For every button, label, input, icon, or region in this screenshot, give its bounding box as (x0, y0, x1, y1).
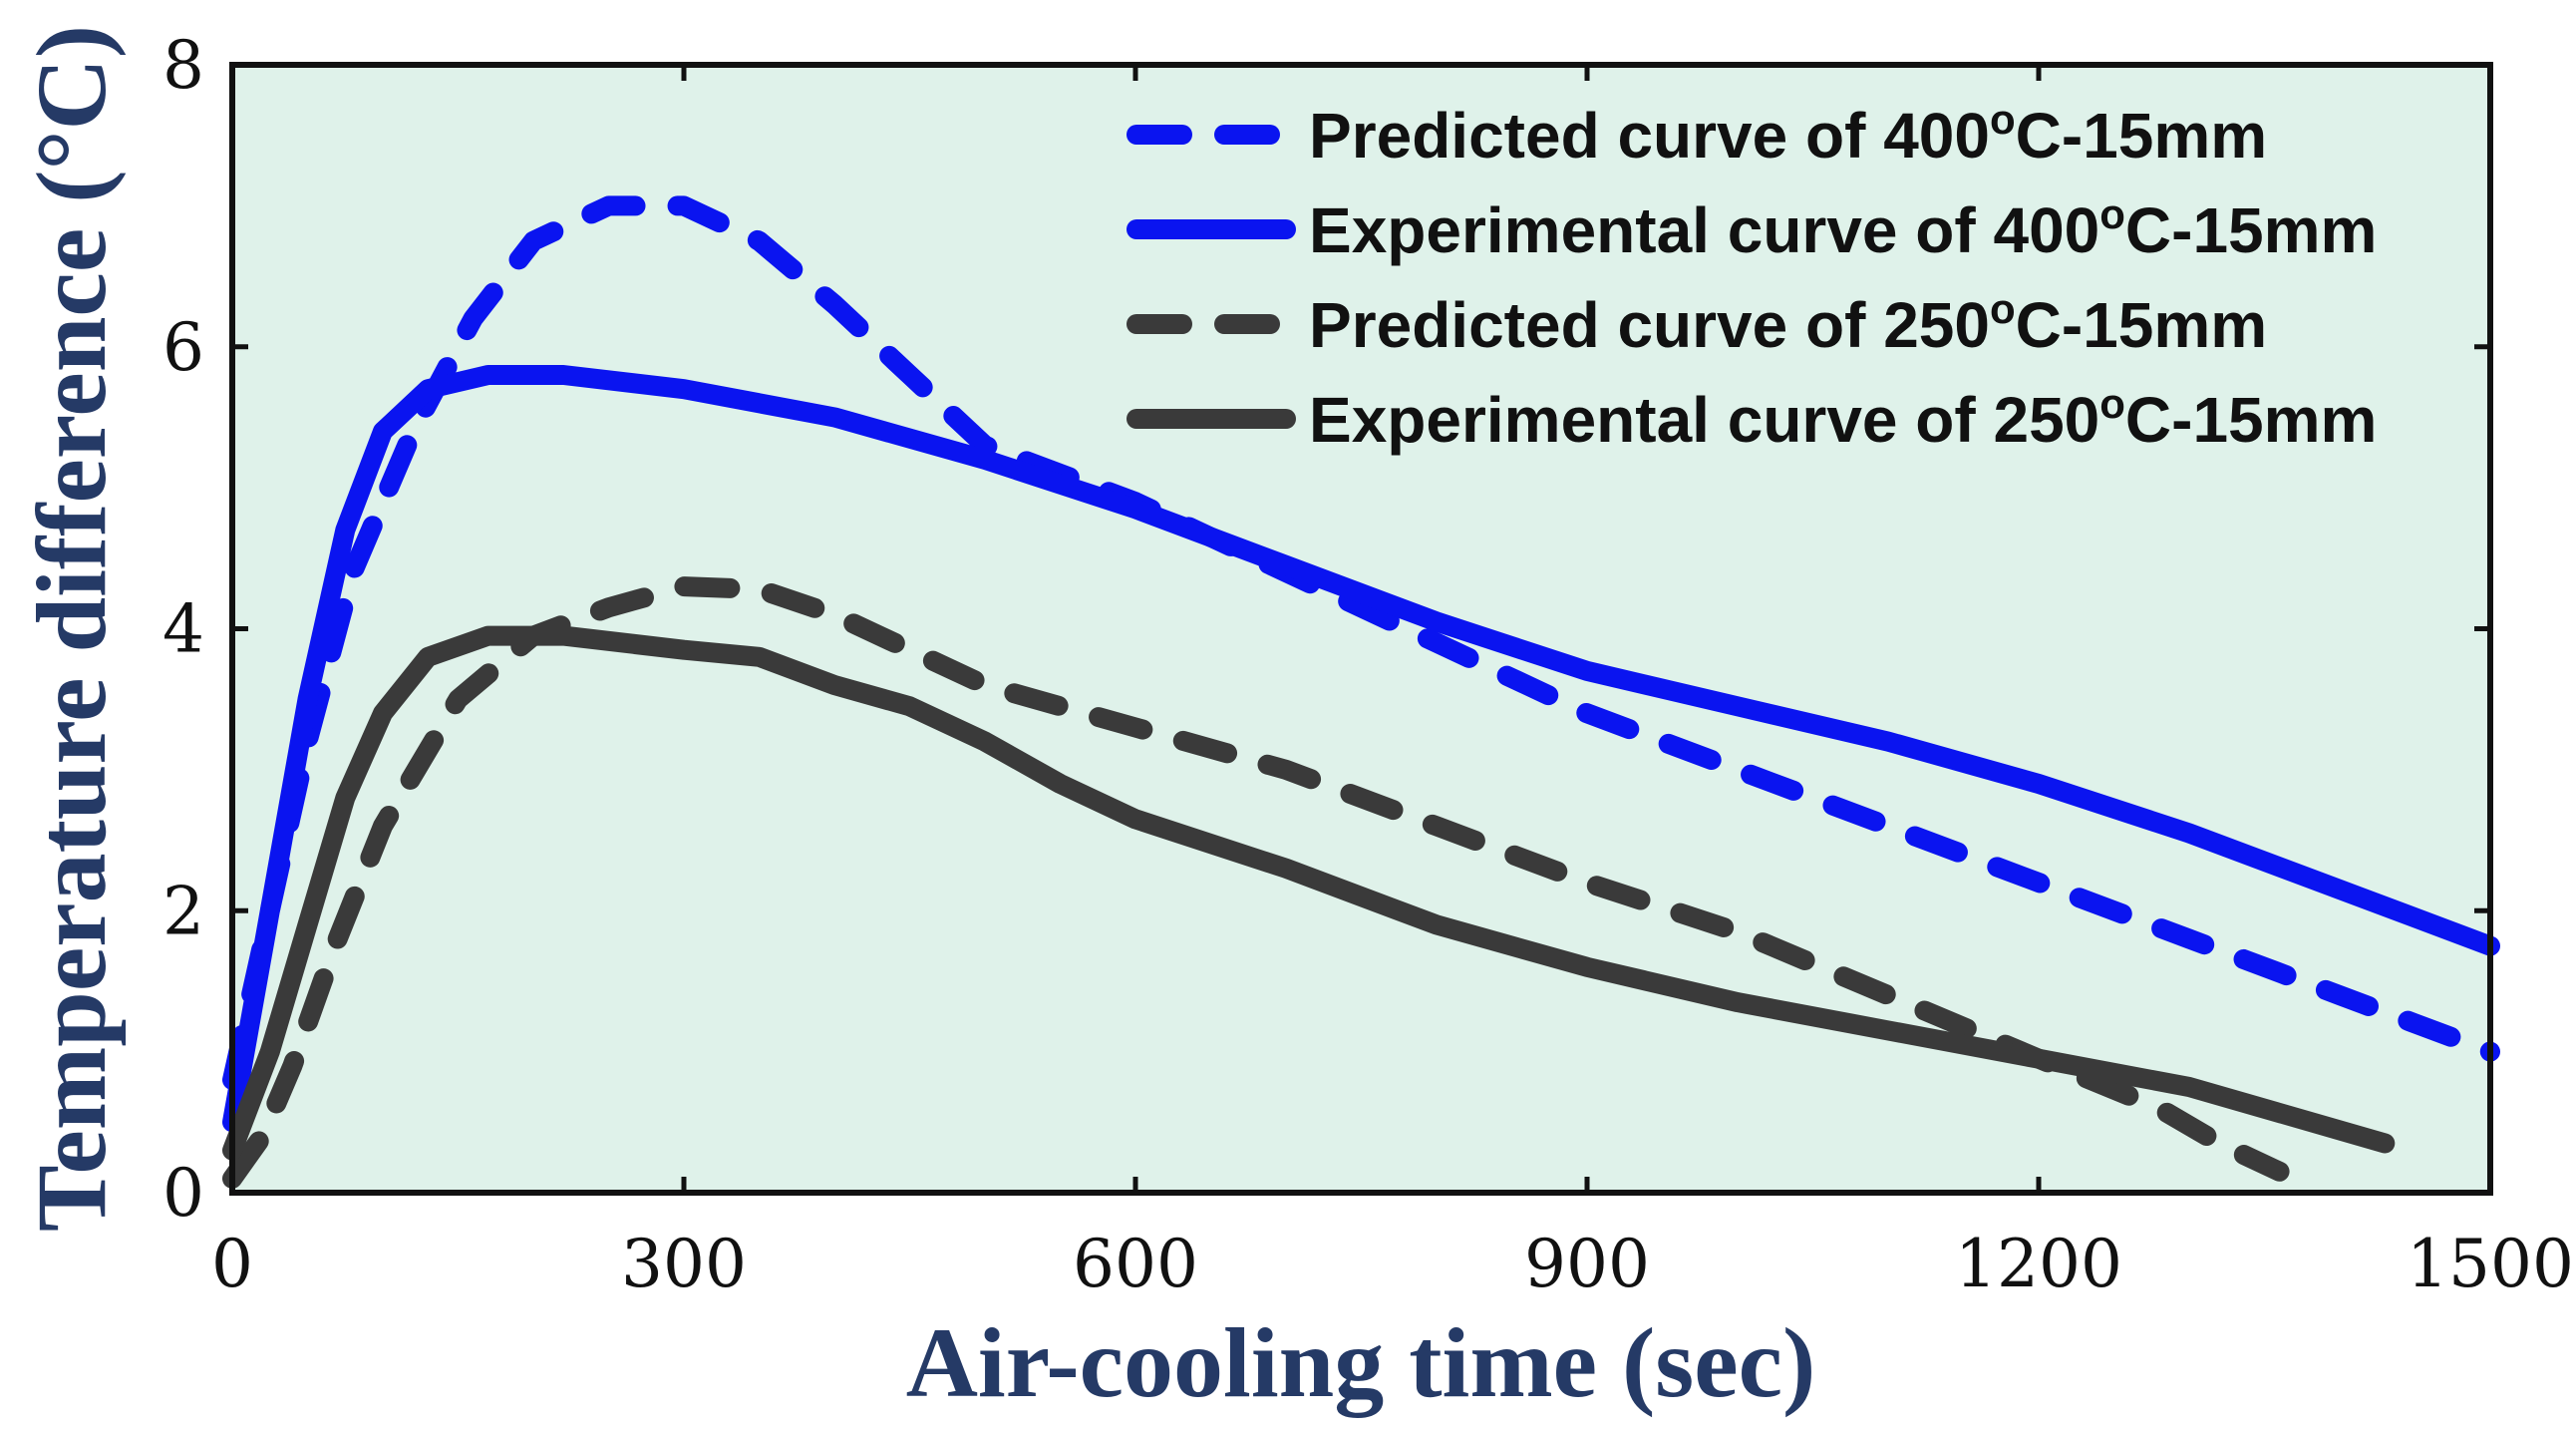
series-line-2 (222, 365, 2500, 1133)
x-tick-label: 1500 (2407, 1226, 2574, 1302)
legend-label-1: Predicted curve of 400oC-15mm (1309, 96, 2267, 172)
y-axis-title: Temperature difference (°C) (16, 25, 127, 1232)
x-axis-title: Air-cooling time (sec) (906, 1307, 1816, 1418)
legend-label-3: Predicted curve of 250oC-15mm (1309, 285, 2267, 361)
y-tick-label: 4 (162, 591, 204, 668)
y-tick-label: 2 (162, 873, 204, 949)
series-line-4 (222, 625, 2396, 1161)
y-tick-label: 8 (162, 27, 204, 104)
series-layer (222, 195, 2500, 1189)
series-line-1 (222, 195, 2500, 1090)
plot-area (232, 65, 2490, 1193)
y-tick-label: 6 (162, 309, 204, 386)
series-line-3 (222, 576, 2290, 1189)
y-tick-labels: 0 2 4 6 8 (162, 27, 204, 1232)
legend: Predicted curve of 400oC-15mm Experimenta… (1127, 96, 2377, 456)
x-tick-label: 0 (211, 1226, 253, 1302)
legend-label-4: Experimental curve of 250oC-15mm (1309, 380, 2377, 456)
x-tick-labels: 0 300 600 900 1200 1500 (211, 1226, 2574, 1302)
legend-label-2: Experimental curve of 400oC-15mm (1309, 190, 2377, 266)
x-tick-label: 600 (1073, 1226, 1198, 1302)
x-tick-label: 300 (621, 1226, 747, 1302)
plot-frame (229, 62, 2493, 1196)
y-tick-label: 0 (162, 1155, 204, 1232)
x-tick-label: 1200 (1955, 1226, 2122, 1302)
x-tick-label: 900 (1524, 1226, 1650, 1302)
